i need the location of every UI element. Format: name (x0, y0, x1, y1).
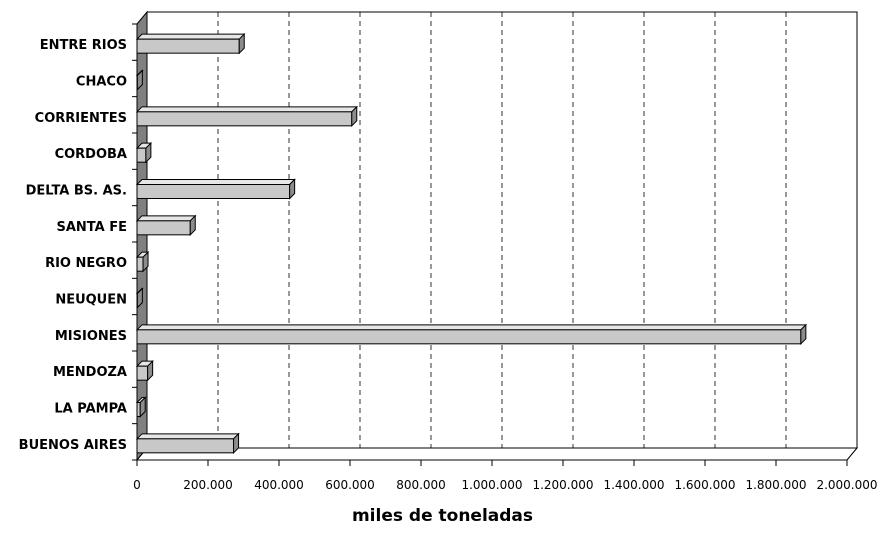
bar-front (136, 329, 802, 345)
bar-end (189, 214, 196, 237)
bar-end (147, 359, 154, 382)
category-label: NEUQUEN (55, 293, 127, 308)
x-tick-label: 1.800.000 (745, 478, 806, 492)
x-tick-label: 0 (133, 478, 141, 492)
bar (135, 359, 154, 382)
bar-end (145, 141, 152, 164)
bar-end (289, 178, 296, 200)
bar-end (238, 32, 245, 55)
bar-end (142, 250, 149, 273)
bar (135, 214, 197, 237)
gridlines (207, 12, 858, 461)
category-label: MENDOZA (53, 365, 127, 380)
bar-front (136, 111, 353, 127)
category-label: LA PAMPA (54, 402, 127, 417)
x-tick-label: 1.400.000 (603, 478, 664, 492)
category-label: SANTA FE (56, 220, 127, 235)
category-label: CHACO (76, 75, 127, 90)
plot-frame (135, 11, 859, 461)
x-tick-label: 200.000 (183, 478, 233, 492)
x-tick-labels: 0 200.000 400.000 600.000 800.000 1.000.000 1.… (133, 478, 877, 492)
bar-top (135, 324, 808, 331)
bar-end (136, 69, 143, 91)
bar-top (135, 433, 240, 440)
bar-front (136, 147, 147, 163)
bar-end (139, 396, 146, 418)
x-tick-label: 1.600.000 (674, 478, 735, 492)
x-tick-label: 800.000 (396, 478, 446, 492)
category-labels: ENTRE RIOS CHACO CORRIENTES CORDOBA DELTA BS… (19, 38, 127, 453)
bar (135, 432, 240, 455)
bars (135, 32, 808, 455)
bar (135, 396, 147, 418)
bar (135, 32, 246, 55)
category-label: BUENOS AIRES (19, 438, 127, 453)
x-tick-label: 1.200.000 (532, 478, 593, 492)
category-label: RIO NEGRO (45, 256, 127, 271)
category-label: MISIONES (55, 329, 127, 344)
bar-end (351, 105, 358, 128)
bar-top (135, 179, 296, 185)
bar (135, 287, 144, 309)
x-tick-label: 1.000.000 (461, 478, 522, 492)
bar-front (136, 365, 149, 381)
bar (135, 141, 153, 164)
x-tick-label: 600.000 (325, 478, 375, 492)
bar-end (136, 287, 143, 309)
bar-front (136, 38, 240, 54)
category-label: DELTA BS. AS. (26, 184, 127, 199)
bar-end (233, 432, 240, 455)
bar (135, 178, 296, 200)
floor-plane (135, 447, 859, 461)
bar (135, 105, 358, 128)
bar-front (136, 220, 191, 236)
bar (135, 323, 808, 346)
bar (135, 69, 144, 91)
bar-front (136, 256, 144, 272)
bar-top (135, 215, 197, 222)
x-axis (132, 23, 848, 466)
bar-front (136, 184, 291, 199)
bar-front (136, 438, 235, 454)
bar-top (135, 33, 246, 40)
bar-top (135, 106, 358, 113)
bar (135, 250, 150, 273)
bar-end (800, 323, 807, 346)
category-label: CORDOBA (55, 147, 127, 162)
category-label: CORRIENTES (35, 111, 127, 126)
x-tick-label: 400.000 (254, 478, 304, 492)
x-tick-label: 2.000.000 (816, 478, 877, 492)
x-axis-title: miles de toneladas (351, 506, 534, 526)
category-label: ENTRE RIOS (40, 38, 127, 53)
